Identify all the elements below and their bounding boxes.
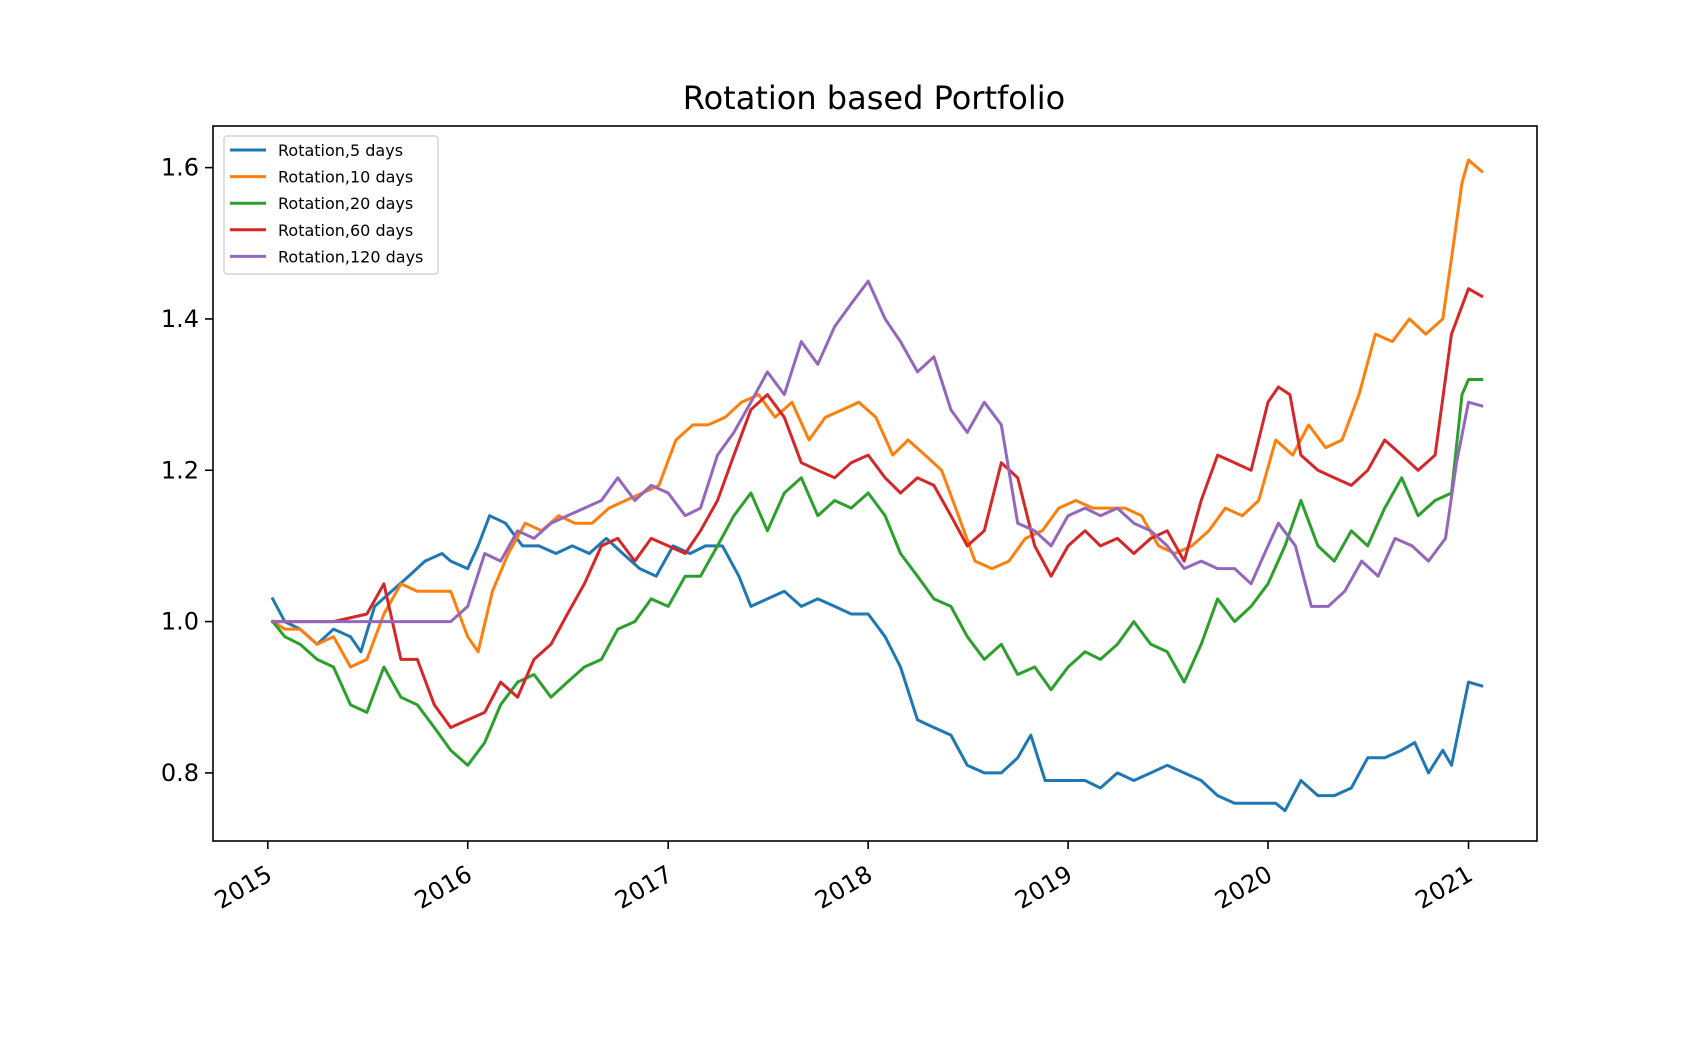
x-axis: 2015 2016 2017 2018 2019 2020 2021	[210, 841, 1478, 915]
x-tick-label: 2015	[210, 860, 277, 915]
y-tick-label: 1.0	[161, 608, 199, 636]
legend-label: Rotation,10 days	[278, 168, 413, 187]
series-line-1	[270, 514, 1484, 813]
y-axis: 0.8 1.0 1.2 1.4 1.6	[161, 154, 213, 787]
x-tick-label: 2017	[610, 860, 677, 915]
x-tick-label: 2021	[1411, 860, 1478, 915]
x-tick-label: 2019	[1010, 860, 1077, 915]
legend-label: Rotation,20 days	[278, 194, 413, 213]
x-tick-label: 2016	[410, 860, 477, 915]
series-line-5	[271, 279, 1484, 624]
series-line-3	[270, 378, 1484, 767]
x-tick-label: 2018	[810, 860, 877, 915]
legend-label: Rotation,5 days	[278, 141, 403, 160]
legend-box	[223, 135, 439, 275]
legend: Rotation,5 days Rotation,10 days Rotation,…	[223, 135, 439, 275]
series-line-4	[271, 287, 1484, 729]
x-tick-label: 2020	[1210, 860, 1277, 915]
series-layer	[270, 158, 1484, 813]
series-line-2	[270, 158, 1484, 669]
y-tick-label: 1.6	[161, 154, 199, 182]
plot-frame	[212, 125, 1538, 842]
chart-title: Rotation based Portfolio	[683, 79, 1065, 117]
y-tick-label: 1.2	[161, 456, 199, 484]
y-tick-label: 1.4	[161, 305, 199, 333]
legend-label: Rotation,120 days	[278, 247, 423, 266]
y-tick-label: 0.8	[161, 759, 199, 787]
legend-label: Rotation,60 days	[278, 221, 413, 240]
